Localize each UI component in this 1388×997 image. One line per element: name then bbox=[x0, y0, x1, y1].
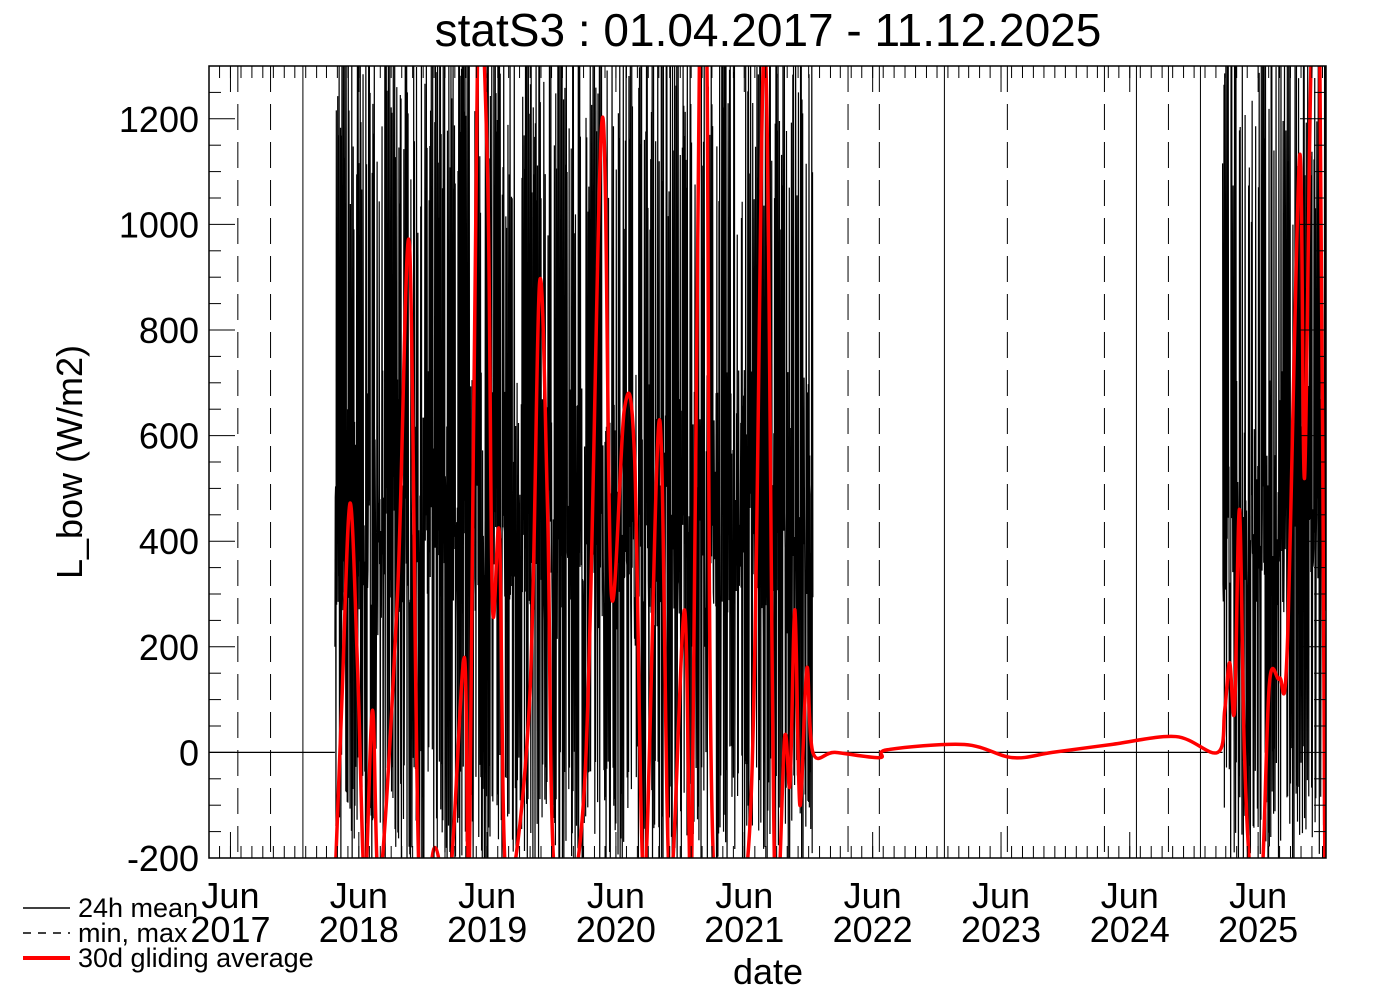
y-tick-label: -200 bbox=[127, 838, 199, 879]
x-tick-year: 2024 bbox=[1090, 909, 1170, 950]
series-24h-mean bbox=[1222, 66, 1326, 858]
chart-title: statS3 : 01.04.2017 - 11.12.2025 bbox=[435, 4, 1102, 56]
x-tick-month: Jun bbox=[201, 875, 259, 916]
legend-label-30d-average: 30d gliding average bbox=[78, 943, 314, 973]
y-tick-label: 600 bbox=[139, 416, 199, 457]
x-tick-year: 2025 bbox=[1218, 909, 1298, 950]
x-tick-month: Jun bbox=[1229, 875, 1287, 916]
x-tick-year: 2021 bbox=[704, 909, 784, 950]
x-tick-month: Jun bbox=[972, 875, 1030, 916]
x-tick-month: Jun bbox=[330, 875, 388, 916]
x-tick-month: Jun bbox=[844, 875, 902, 916]
legend-label-24h-mean: 24h mean bbox=[78, 893, 198, 923]
y-tick-label: 1000 bbox=[119, 204, 199, 245]
x-tick-year: 2020 bbox=[576, 909, 656, 950]
x-tick-month: Jun bbox=[1101, 875, 1159, 916]
series-24h-mean bbox=[334, 66, 814, 858]
y-tick-label: 1200 bbox=[119, 99, 199, 140]
y-tick-label: 0 bbox=[179, 732, 199, 773]
series-30d-gliding-average bbox=[334, 66, 1326, 858]
x-tick-month: Jun bbox=[715, 875, 773, 916]
x-tick-month: Jun bbox=[458, 875, 516, 916]
x-tick-year: 2018 bbox=[319, 909, 399, 950]
legend: 24h mean min, max 30d gliding average bbox=[23, 893, 314, 973]
y-tick-label: 400 bbox=[139, 521, 199, 562]
y-axis-label: L_bow (W/m2) bbox=[49, 345, 90, 579]
axes: -200020040060080010001200Jun2017Jun2018J… bbox=[119, 65, 1326, 950]
y-tick-label: 200 bbox=[139, 627, 199, 668]
x-tick-month: Jun bbox=[587, 875, 645, 916]
plot-data bbox=[209, 66, 1326, 858]
x-axis-label: date bbox=[733, 951, 803, 992]
x-tick-year: 2017 bbox=[190, 909, 270, 950]
x-tick-year: 2023 bbox=[961, 909, 1041, 950]
x-tick-year: 2022 bbox=[833, 909, 913, 950]
legend-label-min-max: min, max bbox=[78, 918, 188, 948]
x-tick-year: 2019 bbox=[447, 909, 527, 950]
y-tick-label: 800 bbox=[139, 310, 199, 351]
